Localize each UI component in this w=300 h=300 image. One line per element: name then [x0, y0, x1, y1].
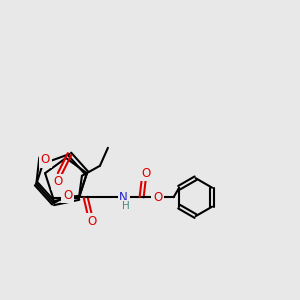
- Text: O: O: [63, 189, 72, 202]
- Text: O: O: [53, 176, 62, 188]
- Text: O: O: [153, 191, 162, 204]
- Text: N: N: [119, 191, 128, 204]
- Text: O: O: [87, 215, 96, 228]
- Text: H: H: [122, 201, 130, 211]
- Text: O: O: [41, 153, 50, 166]
- Text: O: O: [141, 167, 150, 180]
